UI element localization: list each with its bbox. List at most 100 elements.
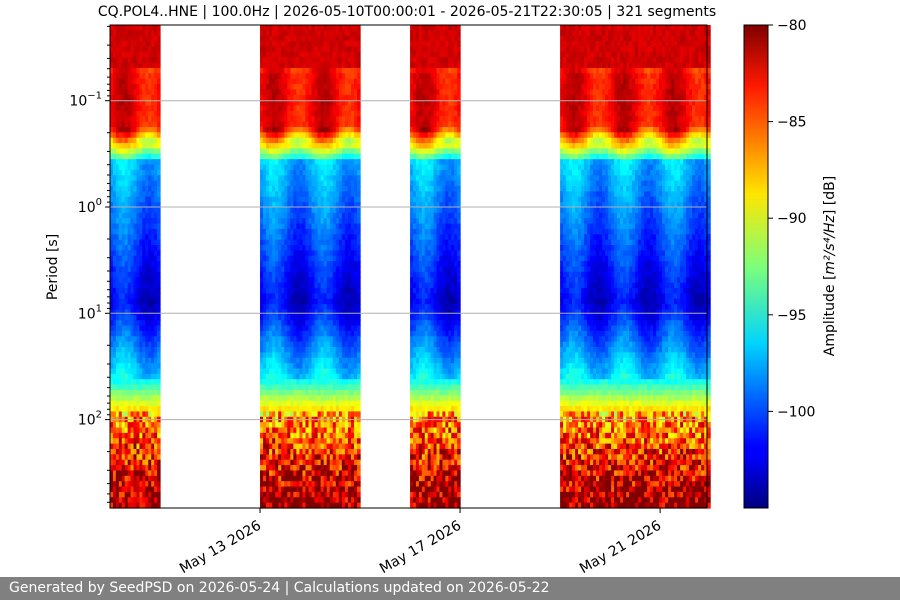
spectrogram-cell: [350, 470, 355, 477]
spectrogram-cell: [154, 116, 158, 123]
spectrogram-cell: [115, 330, 120, 337]
spectrogram-cell: [305, 202, 310, 209]
spectrogram-cell: [110, 196, 114, 203]
spectrogram-cell: [121, 202, 126, 209]
spectrogram-cell: [415, 212, 420, 219]
spectrogram-cell: [326, 250, 331, 257]
spectrogram-cell: [323, 51, 328, 58]
spectrogram-cell: [320, 352, 325, 359]
spectrogram-cell: [353, 62, 358, 69]
spectrogram-cell: [278, 110, 282, 117]
spectrogram-cell: [157, 223, 161, 230]
spectrogram-cell: [305, 67, 310, 74]
spectrogram-cell: [317, 266, 322, 273]
spectrogram-cell: [410, 35, 414, 42]
spectrogram-cell: [151, 347, 155, 353]
spectrogram-cell: [357, 218, 361, 225]
spectrogram-cell: [130, 502, 135, 509]
spectrogram-cell: [133, 266, 138, 273]
spectrogram-cell: [260, 287, 264, 294]
spectrogram-cell: [263, 223, 267, 230]
spectrogram-cell: [151, 298, 155, 305]
spectrogram-cell: [347, 153, 352, 160]
spectrogram-cell: [287, 400, 291, 407]
spectrogram-cell: [112, 293, 117, 300]
spectrogram-cell: [296, 287, 301, 294]
spectrogram-cell: [142, 341, 146, 348]
spectrogram-cell: [136, 287, 141, 294]
spectrogram-cell: [317, 395, 322, 402]
spectrogram-cell: [154, 352, 158, 359]
spectrogram-cell: [272, 352, 276, 359]
spectrogram-cell: [332, 228, 337, 235]
spectrogram-cell: [124, 223, 129, 230]
spectrogram-cell: [314, 422, 319, 429]
spectrogram-cell: [418, 389, 423, 396]
spectrogram-cell: [317, 196, 322, 203]
spectrogram-cell: [413, 41, 417, 48]
spectrogram-cell: [110, 427, 114, 434]
spectrogram-cell: [284, 486, 288, 493]
spectrogram-cell: [290, 314, 294, 321]
spectrogram-cell: [347, 373, 352, 380]
spectrogram-cell: [329, 73, 334, 80]
spectrogram-cell: [263, 448, 267, 455]
spectrogram-cell: [326, 352, 331, 359]
spectrogram-cell: [121, 422, 126, 429]
spectrogram-cell: [139, 78, 143, 85]
spectrogram-cell: [326, 51, 331, 58]
spectrogram-cell: [263, 228, 267, 235]
spectrogram-cell: [115, 100, 120, 107]
spectrogram-cell: [347, 320, 352, 327]
spectrogram-cell: [341, 443, 346, 450]
spectrogram-cell: [323, 448, 328, 455]
spectrogram-cell: [148, 293, 152, 300]
spectrogram-cell: [110, 325, 114, 332]
spectrogram-cell: [344, 261, 349, 268]
spectrogram-cell: [151, 51, 155, 58]
spectrogram-cell: [130, 314, 135, 321]
spectrogram-cell: [281, 148, 285, 155]
spectrogram-cell: [413, 271, 417, 278]
spectrogram-cell: [418, 196, 423, 203]
spectrogram-cell: [302, 309, 307, 316]
spectrogram-cell: [133, 105, 138, 112]
spectrogram-cell: [341, 126, 346, 133]
spectrogram-cell: [290, 363, 294, 370]
spectrogram-cell: [290, 287, 294, 294]
spectrogram-cell: [338, 153, 343, 160]
spectrogram-cell: [275, 389, 279, 396]
spectrogram-cell: [302, 164, 307, 171]
spectrogram-cell: [293, 153, 297, 160]
spectrogram-cell: [121, 438, 126, 445]
spectrogram-cell: [421, 159, 426, 166]
spectrogram-cell: [299, 196, 304, 203]
spectrogram-cell: [293, 67, 297, 74]
spectrogram-cell: [154, 78, 158, 85]
spectrogram-cell: [293, 432, 297, 439]
spectrogram-cell: [290, 304, 294, 311]
spectrogram-cell: [112, 395, 117, 402]
spectrogram-cell: [269, 175, 273, 182]
spectrogram-cell: [151, 137, 155, 144]
spectrogram-cell: [424, 212, 429, 219]
spectrogram-cell: [421, 395, 426, 402]
spectrogram-cell: [311, 481, 316, 488]
spectrogram-cell: [335, 400, 340, 407]
spectrogram-cell: [157, 143, 161, 150]
spectrogram-cell: [302, 132, 307, 139]
spectrogram-cell: [139, 422, 143, 429]
spectrogram-cell: [296, 373, 301, 380]
spectrogram-cell: [350, 73, 355, 80]
spectrogram-cell: [110, 475, 114, 482]
spectrogram-cell: [139, 314, 143, 321]
spectrogram-cell: [329, 78, 334, 85]
spectrogram-cell: [323, 212, 328, 219]
spectrogram-cell: [127, 389, 132, 396]
spectrogram-cell: [124, 250, 129, 257]
spectrogram-cell: [299, 164, 304, 171]
spectrogram-cell: [112, 282, 117, 289]
spectrogram-cell: [326, 132, 331, 139]
spectrogram-cell: [317, 320, 322, 327]
spectrogram-cell: [266, 368, 270, 375]
